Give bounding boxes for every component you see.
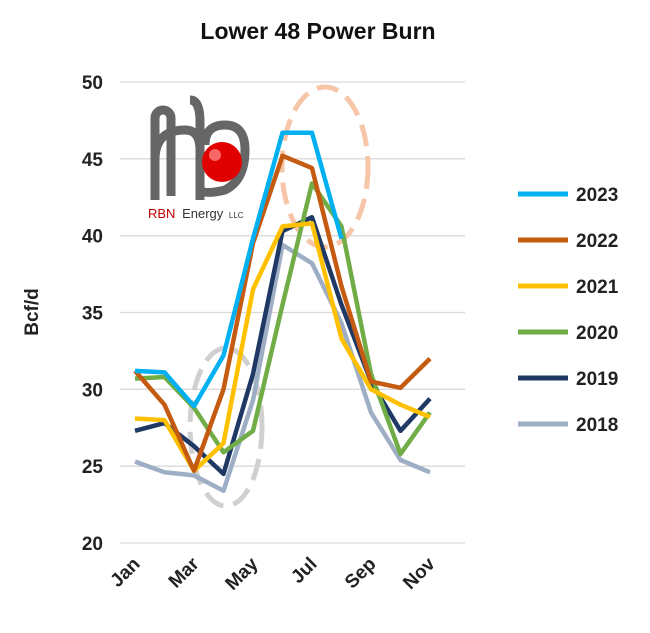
y-tick-label: 40 [82, 227, 103, 248]
y-tick-label: 45 [82, 150, 104, 171]
legend-label-2023: 2023 [576, 185, 618, 206]
summer-peak-highlight [279, 84, 371, 250]
y-tick-label: 35 [82, 304, 104, 325]
series-lines [133, 130, 432, 494]
x-tick-label: Nov [399, 553, 440, 594]
y-axis-label: Bcf/d [22, 288, 43, 336]
logo-suffix: LLC [229, 211, 244, 220]
legend-label-2022: 2022 [576, 231, 618, 252]
svg-text:RBN Energy LLC: RBN Energy LLC [148, 206, 244, 221]
series-line-2022 [133, 153, 432, 474]
logo-brand: RBN [148, 206, 175, 221]
y-tick-label: 50 [82, 73, 103, 94]
legend-label-2018: 2018 [576, 415, 618, 436]
rbn-energy-logo: RBN Energy LLC [148, 95, 250, 221]
legend: 2023 2022 2021 2020 2019 2018 [518, 185, 619, 436]
x-tick-label: Mar [165, 553, 204, 592]
logo-red-ball-icon [202, 142, 242, 182]
logo-name: Energy [182, 206, 224, 221]
legend-label-2021: 2021 [576, 277, 619, 298]
y-tick-label: 30 [82, 380, 103, 401]
series-line-2023 [134, 130, 344, 409]
x-tick-label: Jan [107, 554, 145, 592]
logo-pipe-icon [150, 105, 176, 196]
series-line-2018 [134, 242, 431, 494]
chart-title: Lower 48 Power Burn [200, 18, 436, 44]
y-tick-label: 20 [82, 534, 103, 555]
y-axis: 20 25 30 35 40 45 50 [82, 73, 104, 555]
legend-label-2020: 2020 [576, 323, 618, 344]
x-axis: Jan Mar May Jul Sep Nov [107, 553, 440, 594]
x-tick-label: May [222, 553, 263, 594]
legend-label-2019: 2019 [576, 369, 618, 390]
y-tick-label: 25 [82, 457, 104, 478]
x-tick-label: Jul [287, 554, 321, 588]
series-line-2020 [134, 181, 432, 457]
x-tick-label: Sep [341, 554, 380, 593]
spring-trough-highlight [187, 345, 265, 509]
